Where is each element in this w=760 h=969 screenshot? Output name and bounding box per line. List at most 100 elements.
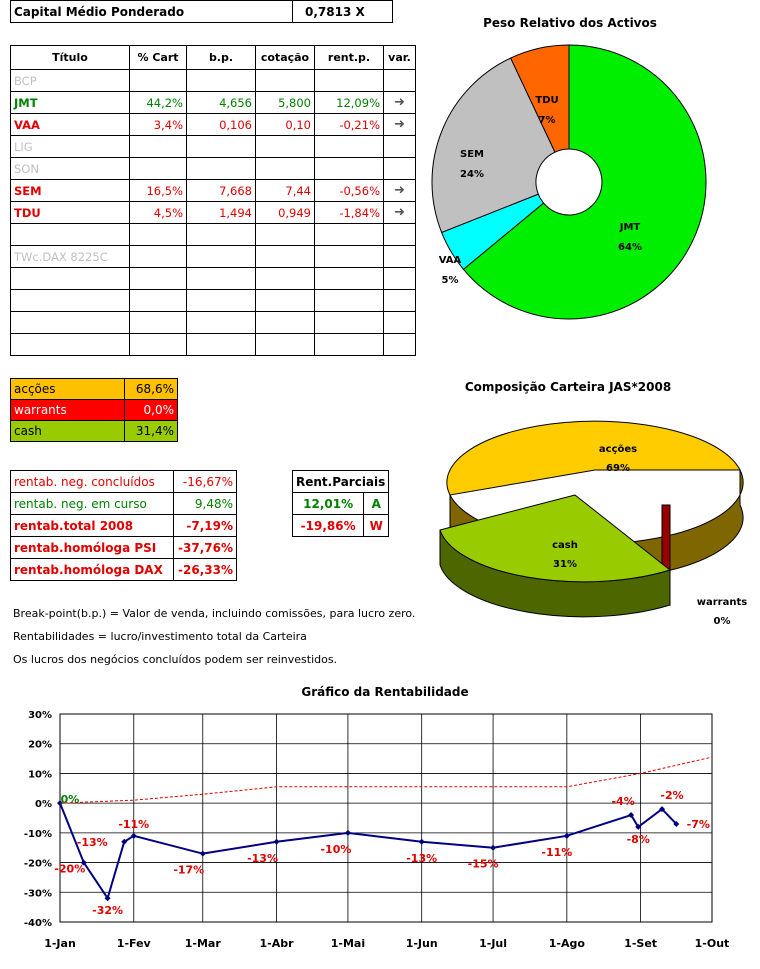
pie2-slice-pct: 69% <box>606 463 630 474</box>
returns-label: rentab. neg. em curso <box>10 492 174 515</box>
holdings-header-row: Título% Cart b.p. cotação rent.p. var. <box>10 45 416 70</box>
holdings-cell-rent <box>314 333 384 356</box>
holdings-cell-cot: 0,949 <box>255 201 315 224</box>
returns-row: rentab.homóloga DAX -26,33% <box>10 558 237 581</box>
holdings-cell-rent: -1,84% <box>314 201 384 224</box>
partials-title: Rent.Parciais <box>291 470 390 493</box>
line-data-label: -2% <box>660 789 683 802</box>
return-line-chart: Gráfico da Rentabilidade 30% 20% 10% 0% -10% -… <box>24 685 730 950</box>
table-row <box>10 267 416 290</box>
partials-row: -19,86% W <box>291 514 390 537</box>
holdings-cell-var <box>383 135 416 158</box>
returns-label: rentab.total 2008 <box>10 514 174 537</box>
line-point <box>121 838 128 845</box>
holdings-cell-cot <box>255 333 315 356</box>
line-data-label: -32% <box>92 904 123 917</box>
holdings-cell-var <box>383 245 416 268</box>
pie1-slice-pct: 7% <box>539 115 556 126</box>
holdings-header-cell: var. <box>383 45 416 70</box>
holdings-cell-pct <box>129 267 187 290</box>
line-data-label: -11% <box>118 818 149 831</box>
allocation-label: acções <box>10 378 125 400</box>
table-row: LIG <box>10 135 416 158</box>
line-x-tick: 1-Set <box>624 937 657 950</box>
pie1-slice-label: TDU <box>535 95 558 106</box>
holdings-cell-cot <box>255 311 315 334</box>
holdings-cell-pct <box>129 245 187 268</box>
line-data-label: -17% <box>173 864 204 877</box>
holdings-cell-rent <box>314 223 384 246</box>
line-x-tick: 1-Jun <box>406 937 438 950</box>
holdings-cell-rent <box>314 289 384 312</box>
line-data-label: -10% <box>320 843 351 856</box>
capital-value: 0,7813 X <box>292 0 393 23</box>
holdings-cell-pct <box>129 223 187 246</box>
pie2-title: Composição Carteira JAS*2008 <box>465 380 671 394</box>
returns-row: rentab.total 2008 -7,19% <box>10 514 237 537</box>
partials-tag: A <box>363 492 390 515</box>
holdings-cell-bp: 7,668 <box>186 179 256 202</box>
partials-row: 12,01% A <box>291 492 390 515</box>
holdings-cell-cot <box>255 223 315 246</box>
holdings-cell-name: BCP <box>10 69 130 92</box>
line-data-label: -15% <box>468 858 499 871</box>
line-y-tick: -10% <box>24 829 52 840</box>
returns-value: -16,67% <box>173 470 237 493</box>
line-point <box>57 800 63 807</box>
holdings-cell-cot <box>255 69 315 92</box>
table-row: TWc.DAX 8225C <box>10 245 416 268</box>
line-x-tick: 1-Out <box>695 937 730 950</box>
pie1-slice-jmt <box>462 44 707 320</box>
holdings-header-cell: cotação <box>255 45 315 70</box>
holdings-cell-pct <box>129 135 187 158</box>
allocation-value: 68,6% <box>124 378 178 400</box>
pie1-slice-pct: 64% <box>618 242 642 253</box>
holdings-cell-var: ➜ <box>383 179 416 202</box>
holdings-cell-pct: 4,5% <box>129 201 187 224</box>
returns-value: -26,33% <box>173 558 237 581</box>
line-point <box>344 829 351 836</box>
pie2-slice-label: acções <box>599 444 637 455</box>
note-reinvest: Os lucros dos negócios concluídos podem … <box>13 653 338 666</box>
holdings-cell-name: SON <box>10 157 130 180</box>
holdings-cell-rent: -0,56% <box>314 179 384 202</box>
line-data-label: -13% <box>406 852 437 865</box>
holdings-cell-name <box>10 311 130 334</box>
holdings-cell-cot <box>255 157 315 180</box>
holdings-cell-rent <box>314 311 384 334</box>
holdings-cell-rent: 12,09% <box>314 91 384 114</box>
line-point <box>659 806 666 813</box>
holdings-header-cell: rent.p. <box>314 45 384 70</box>
partials-value: -19,86% <box>291 514 365 537</box>
line-x-tick: 1-Jan <box>44 937 76 950</box>
holdings-cell-pct <box>129 289 187 312</box>
holdings-cell-bp <box>186 333 256 356</box>
pie1-slice-pct: 5% <box>442 275 459 286</box>
holdings-cell-rent <box>314 135 384 158</box>
pie1-slice-label: JMT <box>619 222 641 233</box>
holdings-cell-name <box>10 267 130 290</box>
holdings-cell-name: TWc.DAX 8225C <box>10 245 130 268</box>
holdings-cell-var <box>383 267 416 290</box>
holdings-cell-var: ➜ <box>383 201 416 224</box>
holdings-header-cell: Título <box>10 45 130 70</box>
holdings-cell-cot <box>255 135 315 158</box>
holdings-cell-bp <box>186 245 256 268</box>
line-point <box>80 859 87 866</box>
holdings-cell-pct <box>129 69 187 92</box>
allocation-row: cash 31,4% <box>10 420 178 442</box>
pie2-slice-cash <box>439 494 672 583</box>
table-row: TDU 4,5% 1,494 0,949 -1,84% ➜ <box>10 201 416 224</box>
holdings-cell-var <box>383 289 416 312</box>
table-row: SON <box>10 157 416 180</box>
holdings-cell-rent <box>314 245 384 268</box>
table-row <box>10 289 416 312</box>
allocation-label: warrants <box>10 399 125 421</box>
line-point <box>104 895 111 902</box>
holdings-cell-var: ➜ <box>383 91 416 114</box>
line-point <box>563 832 570 839</box>
line-point <box>418 838 425 845</box>
pie2-slice-pct: 31% <box>553 559 577 570</box>
returns-value: 9,48% <box>173 492 237 515</box>
pie1-slice-label: SEM <box>460 149 484 160</box>
